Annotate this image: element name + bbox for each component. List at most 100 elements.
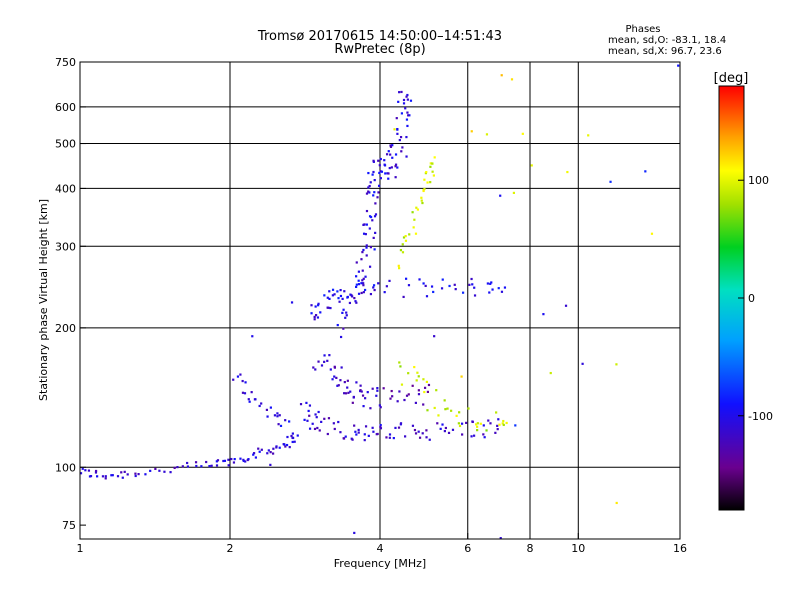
echo-point: [470, 277, 473, 281]
echo-point: [314, 413, 317, 416]
chart-subtitle: RwPretec (8p): [334, 42, 425, 57]
echo-point: [276, 415, 279, 418]
echo-point: [453, 283, 456, 286]
echo-point: [372, 284, 376, 287]
echo-point: [404, 107, 407, 110]
echo-point: [308, 404, 312, 407]
echo-point: [369, 215, 373, 219]
echo-point: [500, 74, 503, 77]
echo-point: [355, 433, 358, 436]
echo-point: [355, 381, 358, 384]
echo-point: [284, 445, 287, 448]
echo-point: [374, 202, 377, 205]
echo-point: [482, 433, 485, 436]
echo-point: [362, 282, 365, 285]
echo-point: [344, 316, 347, 319]
echo-point: [373, 288, 376, 292]
echo-point: [373, 215, 377, 218]
echo-point: [422, 282, 425, 285]
echo-point: [365, 246, 368, 249]
echo-point: [457, 422, 460, 425]
echo-point: [486, 282, 489, 285]
echo-point: [383, 164, 387, 167]
echo-point: [357, 292, 361, 295]
echo-point: [498, 423, 501, 426]
echo-point: [96, 475, 99, 478]
echo-point: [497, 287, 500, 290]
echo-point: [514, 424, 517, 427]
echo-point: [363, 433, 366, 436]
echo-point: [429, 181, 432, 184]
echo-point: [431, 170, 434, 173]
echo-point: [288, 420, 291, 423]
grid-lines: [80, 62, 680, 539]
echo-point: [247, 458, 250, 461]
echo-point: [376, 432, 379, 436]
echo-point: [351, 438, 354, 441]
echo-point: [269, 406, 272, 409]
echo-point: [564, 304, 568, 307]
echo-point: [365, 254, 368, 257]
echo-point: [389, 397, 392, 400]
echo-point: [223, 459, 227, 462]
echo-point: [323, 294, 326, 297]
echo-point: [417, 375, 420, 378]
echo-point: [354, 300, 357, 303]
echo-point: [359, 384, 362, 387]
colorbar-ticks: 100 0 -100: [738, 174, 773, 423]
echo-point: [329, 306, 332, 310]
echo-point: [398, 361, 401, 364]
echo-point: [448, 284, 451, 288]
echo-point: [339, 379, 342, 382]
echo-point: [360, 390, 363, 393]
echo-point: [376, 196, 379, 199]
echo-point: [411, 211, 414, 214]
y-axis-label: Stationary phase Virtual Height [km]: [37, 199, 50, 401]
echo-point: [286, 435, 289, 439]
echo-point: [369, 292, 373, 296]
echo-point: [288, 446, 291, 449]
echo-point: [376, 386, 379, 390]
echo-point: [87, 469, 91, 472]
echo-point: [362, 248, 365, 252]
echo-point: [373, 191, 376, 194]
echo-point: [396, 166, 399, 169]
echo-point: [490, 281, 493, 284]
echo-point: [227, 464, 230, 467]
echo-point: [360, 282, 363, 285]
x-tick-label: 8: [527, 542, 534, 555]
echo-point: [372, 236, 375, 239]
echo-point: [276, 412, 279, 415]
echo-point: [307, 409, 310, 413]
echo-point: [501, 422, 504, 425]
echo-point: [411, 424, 415, 427]
echo-point: [437, 414, 440, 417]
echo-point: [308, 414, 311, 417]
echo-point: [296, 434, 299, 437]
echo-point: [252, 452, 256, 455]
echo-point: [465, 421, 468, 424]
echo-point: [364, 233, 367, 236]
echo-point: [458, 411, 461, 414]
x-tick-label: 16: [673, 542, 687, 555]
echo-point: [483, 436, 486, 439]
echo-point: [417, 393, 421, 396]
echo-point: [364, 397, 367, 400]
echo-point: [521, 132, 524, 135]
echo-point: [346, 386, 349, 389]
echo-point: [290, 301, 294, 304]
echo-point: [355, 275, 358, 278]
echo-point: [497, 418, 500, 421]
echo-point: [200, 465, 203, 468]
echo-point: [269, 463, 272, 466]
echo-point: [355, 261, 358, 264]
echo-point: [530, 164, 533, 167]
echo-point: [367, 434, 370, 437]
echo-point: [365, 223, 368, 226]
echo-point: [423, 386, 427, 389]
echo-point: [277, 423, 280, 426]
echo-point: [134, 472, 137, 475]
echo-point: [257, 447, 260, 450]
echo-point: [258, 404, 261, 408]
echo-point: [436, 422, 439, 425]
